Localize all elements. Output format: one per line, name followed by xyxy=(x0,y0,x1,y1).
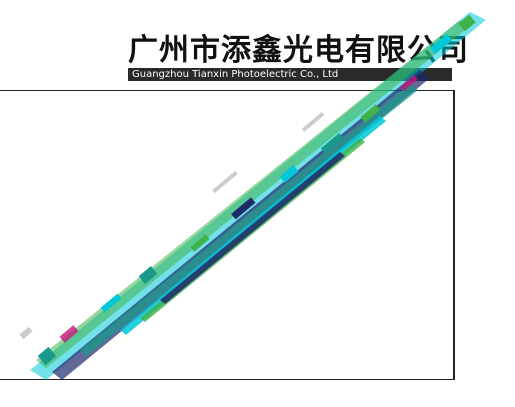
glitch-fragments xyxy=(19,14,476,366)
company-name-en: Guangzhou Tianxin Photoelectric Co., Ltd xyxy=(128,68,452,81)
diagonal-band xyxy=(30,12,486,380)
image-frame xyxy=(0,90,455,380)
